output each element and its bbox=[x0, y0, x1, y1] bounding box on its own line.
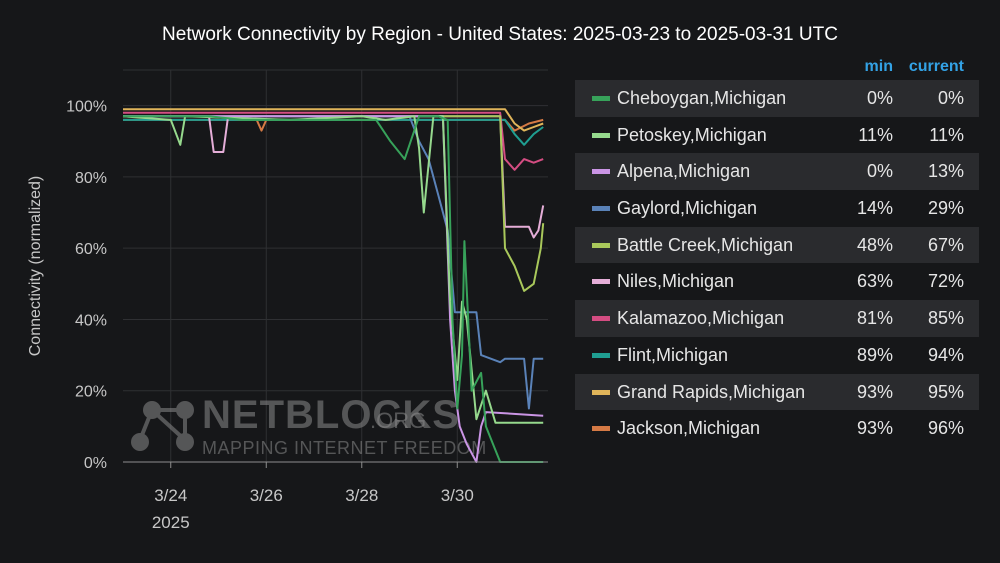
legend-min-value: 0% bbox=[866, 88, 893, 108]
legend-header: min current bbox=[575, 56, 979, 80]
legend-swatch bbox=[592, 206, 610, 212]
legend-min-value: 89% bbox=[856, 344, 893, 365]
netblocks-logo-icon bbox=[131, 401, 194, 451]
chart-title: Network Connectivity by Region - United … bbox=[162, 24, 838, 45]
legend-current-value: 67% bbox=[927, 234, 964, 255]
legend-current-value: 13% bbox=[927, 161, 964, 182]
legend-current-value: 29% bbox=[927, 198, 964, 219]
legend-swatch bbox=[592, 316, 610, 322]
x-tick-label: 3/24 bbox=[154, 486, 187, 505]
series-line-petoskey[interactable] bbox=[122, 115, 544, 424]
series-line-grand-rapids[interactable] bbox=[123, 108, 544, 132]
legend-swatch bbox=[592, 132, 610, 138]
series-line-gaylord[interactable] bbox=[123, 115, 544, 410]
legend-series-name: Flint,Michigan bbox=[617, 344, 729, 365]
legend-min-value: 14% bbox=[856, 198, 893, 219]
legend-min-value: 11% bbox=[858, 124, 893, 145]
legend-swatch bbox=[592, 352, 610, 358]
legend-header-min[interactable]: min bbox=[864, 58, 893, 75]
legend-series-name: Gaylord,Michigan bbox=[617, 198, 758, 219]
legend-row[interactable]: Jackson,Michigan 93% 96% bbox=[575, 410, 979, 447]
legend-row[interactable]: Alpena,Michigan 0% 13% bbox=[575, 153, 979, 191]
legend-current-value: 94% bbox=[927, 344, 964, 365]
legend-row[interactable]: Battle Creek,Michigan 48% 67% bbox=[575, 226, 979, 264]
series-line-jackson[interactable] bbox=[123, 118, 544, 132]
x-tick-label: 3/30 bbox=[441, 486, 474, 505]
x-year-label: 2025 bbox=[152, 513, 190, 532]
x-tick-label: 3/28 bbox=[345, 486, 378, 505]
legend-swatch bbox=[592, 279, 610, 285]
legend-series-name: Cheboygan,Michigan bbox=[617, 88, 787, 108]
legend-min-value: 48% bbox=[856, 234, 893, 255]
legend-current-value: 95% bbox=[927, 381, 964, 402]
legend-series-name: Alpena,Michigan bbox=[617, 161, 751, 182]
legend-swatch bbox=[592, 426, 610, 432]
y-tick-label: 40% bbox=[75, 312, 107, 329]
legend-row[interactable]: Kalamazoo,Michigan 81% 85% bbox=[575, 300, 979, 337]
legend-row[interactable]: Flint,Michigan 89% 94% bbox=[575, 337, 979, 374]
legend-row[interactable]: Petoskey,Michigan 11% 11% bbox=[575, 117, 979, 154]
series-line-kalamazoo[interactable] bbox=[123, 111, 544, 171]
legend-series-name: Niles,Michigan bbox=[617, 271, 735, 292]
legend-row[interactable]: Gaylord,Michigan 14% 29% bbox=[575, 190, 979, 227]
legend-min-value: 93% bbox=[856, 418, 893, 439]
y-tick-label: 20% bbox=[75, 384, 107, 401]
legend: min current Cheboygan,Michigan 0% 0% Petosk… bbox=[575, 56, 979, 447]
x-tick-label: 3/26 bbox=[250, 486, 283, 505]
legend-swatch bbox=[592, 169, 610, 175]
legend-swatch bbox=[592, 389, 610, 395]
legend-row[interactable]: Niles,Michigan 63% 72% bbox=[575, 263, 979, 300]
netblocks-watermark: NETBLOCKS .ORG MAPPING INTERNET FREEDOM bbox=[131, 393, 487, 458]
series-line-cheboygan[interactable] bbox=[123, 115, 544, 463]
legend-series-name: Jackson,Michigan bbox=[617, 418, 761, 439]
legend-current-value: 11% bbox=[929, 124, 964, 145]
legend-swatch bbox=[592, 242, 610, 248]
legend-header-current[interactable]: current bbox=[908, 58, 964, 75]
legend-swatch bbox=[592, 96, 610, 101]
legend-row[interactable]: Grand Rapids,Michigan 93% 95% bbox=[575, 373, 979, 411]
legend-current-value: 96% bbox=[927, 418, 964, 439]
legend-min-value: 93% bbox=[856, 381, 893, 402]
legend-row[interactable]: Cheboygan,Michigan 0% 0% bbox=[575, 80, 979, 117]
watermark-domain: .ORG bbox=[370, 408, 426, 433]
y-tick-label: 60% bbox=[75, 241, 107, 258]
y-axis-label: Connectivity (normalized) bbox=[27, 176, 44, 357]
legend-current-value: 72% bbox=[927, 271, 964, 292]
legend-series-name: Battle Creek,Michigan bbox=[617, 234, 794, 255]
watermark-brand: NETBLOCKS bbox=[202, 393, 460, 437]
legend-series-name: Petoskey,Michigan bbox=[617, 124, 767, 145]
y-tick-label: 0% bbox=[84, 455, 107, 472]
series-line-battle-creek[interactable] bbox=[123, 115, 545, 292]
legend-series-name: Kalamazoo,Michigan bbox=[617, 308, 785, 329]
legend-min-value: 0% bbox=[866, 161, 893, 182]
y-tick-label: 100% bbox=[66, 99, 107, 116]
legend-series-name: Grand Rapids,Michigan bbox=[617, 381, 806, 402]
legend-current-value: 0% bbox=[937, 88, 964, 108]
legend-min-value: 63% bbox=[856, 271, 893, 292]
series-line-flint[interactable] bbox=[123, 118, 544, 146]
legend-current-value: 85% bbox=[927, 308, 964, 329]
watermark-tagline: MAPPING INTERNET FREEDOM bbox=[202, 438, 487, 458]
y-tick-label: 80% bbox=[75, 170, 107, 187]
legend-min-value: 81% bbox=[856, 308, 893, 329]
